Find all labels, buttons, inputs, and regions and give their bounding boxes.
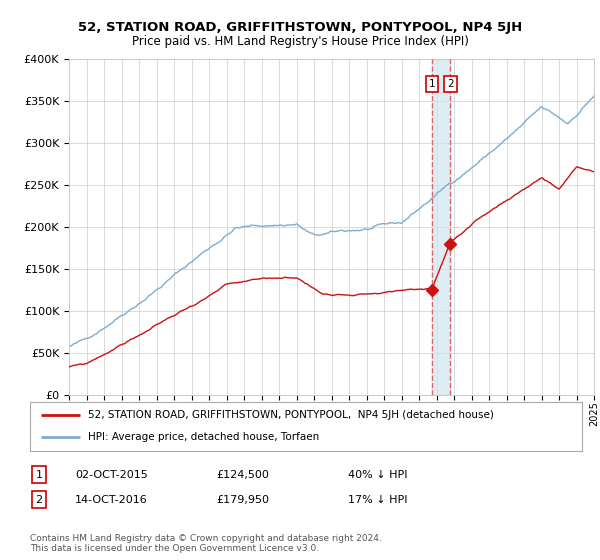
Text: 2: 2 [447, 79, 454, 89]
Text: 02-OCT-2015: 02-OCT-2015 [75, 470, 148, 480]
Text: 1: 1 [35, 470, 43, 480]
Text: £124,500: £124,500 [216, 470, 269, 480]
Text: Price paid vs. HM Land Registry's House Price Index (HPI): Price paid vs. HM Land Registry's House … [131, 35, 469, 48]
Text: Contains HM Land Registry data © Crown copyright and database right 2024.
This d: Contains HM Land Registry data © Crown c… [30, 534, 382, 553]
Bar [432, 59, 451, 395]
Text: 17% ↓ HPI: 17% ↓ HPI [348, 494, 407, 505]
Text: £179,950: £179,950 [216, 494, 269, 505]
Text: 1: 1 [429, 79, 436, 89]
Text: 52, STATION ROAD, GRIFFITHSTOWN, PONTYPOOL,  NP4 5JH (detached house): 52, STATION ROAD, GRIFFITHSTOWN, PONTYPO… [88, 410, 494, 420]
Text: 40% ↓ HPI: 40% ↓ HPI [348, 470, 407, 480]
Text: 14-OCT-2016: 14-OCT-2016 [75, 494, 148, 505]
Text: 2: 2 [35, 494, 43, 505]
Text: HPI: Average price, detached house, Torfaen: HPI: Average price, detached house, Torf… [88, 432, 319, 442]
Text: 52, STATION ROAD, GRIFFITHSTOWN, PONTYPOOL, NP4 5JH: 52, STATION ROAD, GRIFFITHSTOWN, PONTYPO… [78, 21, 522, 34]
